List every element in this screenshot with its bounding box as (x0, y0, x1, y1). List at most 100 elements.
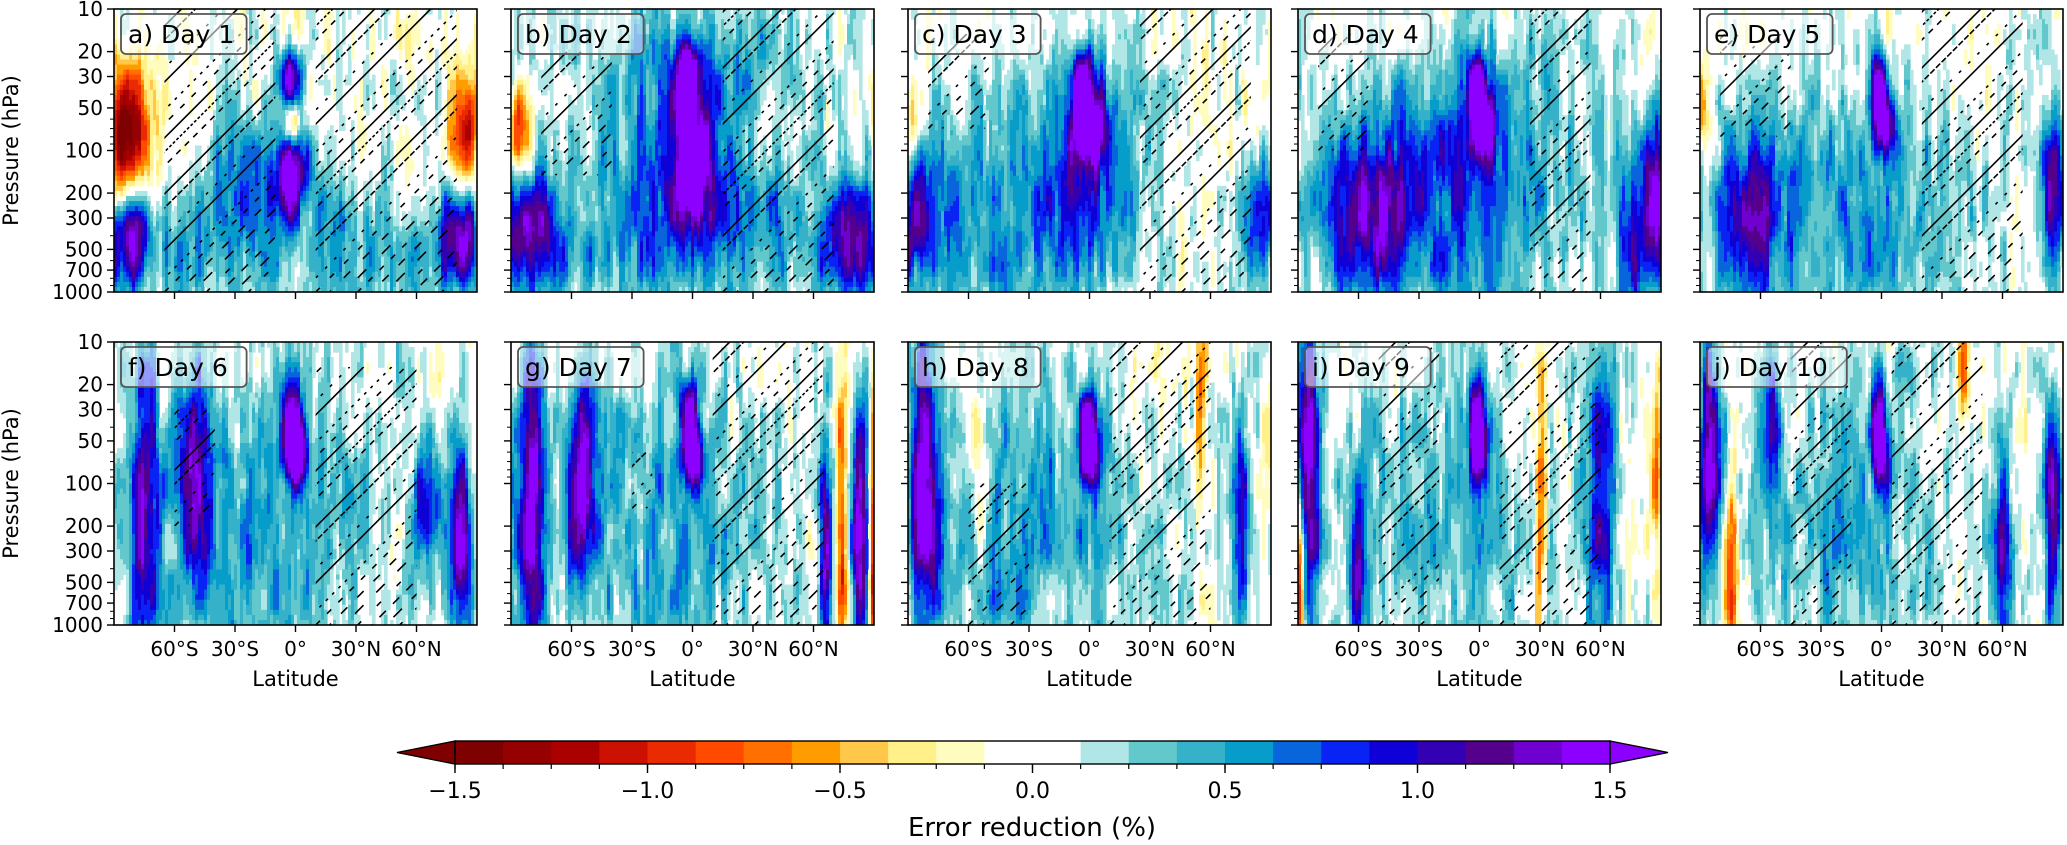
heatmap-cell (465, 89, 472, 96)
heatmap-cell (288, 34, 292, 40)
heatmap-cell (438, 94, 442, 101)
heatmap-cell (240, 160, 256, 167)
heatmap-cell (526, 125, 530, 131)
heatmap-cell (336, 44, 343, 51)
heatmap-cell (141, 110, 145, 116)
heatmap-cell (252, 94, 259, 101)
heatmap-cell (456, 120, 460, 126)
heatmap-cell (447, 64, 451, 71)
heatmap-cell (156, 221, 160, 227)
heatmap-cell (144, 246, 148, 253)
heatmap-cell (333, 89, 337, 96)
heatmap-cell (351, 226, 355, 232)
heatmap-cell (462, 140, 472, 147)
heatmap-cell (255, 120, 259, 126)
heatmap-cell (336, 89, 343, 96)
heatmap-cell (748, 69, 752, 76)
heatmap-cell (535, 135, 539, 141)
heatmap-cell (405, 266, 409, 273)
heatmap-cell (661, 54, 665, 61)
heatmap-cell (312, 221, 316, 227)
heatmap-cell (303, 251, 307, 258)
heatmap-cell (592, 79, 596, 86)
heatmap-cell (348, 236, 358, 243)
heatmap-cell (598, 140, 602, 147)
heatmap-cell (216, 69, 226, 76)
heatmap-cell (523, 145, 530, 152)
heatmap-cell (297, 175, 301, 182)
heatmap-cell (838, 94, 842, 101)
heatmap-cell (844, 9, 848, 15)
heatmap-cell (619, 110, 623, 116)
heatmap-cell (336, 69, 343, 76)
heatmap-cell (820, 115, 824, 121)
heatmap-cell (523, 125, 527, 131)
heatmap-cell (408, 286, 412, 292)
heatmap-cell (150, 135, 154, 141)
heatmap-cell (739, 44, 743, 51)
heatmap-cell (844, 135, 848, 141)
heatmap-cell (243, 266, 247, 273)
heatmap-cell (126, 226, 130, 232)
heatmap-cell (703, 110, 710, 116)
heatmap-cell (405, 39, 412, 45)
heatmap-cell (468, 246, 472, 253)
heatmap-cell (309, 201, 313, 207)
heatmap-cell (162, 206, 166, 212)
heatmap-cell (511, 49, 518, 56)
heatmap-cell (261, 175, 265, 182)
heatmap-cell (318, 175, 322, 182)
heatmap-cell (219, 64, 226, 71)
heatmap-cell (297, 286, 304, 292)
heatmap-cell (447, 256, 454, 263)
heatmap-cell (532, 115, 536, 121)
heatmap-cell (249, 9, 253, 15)
heatmap-cell (228, 201, 232, 207)
heatmap-cell (261, 266, 280, 273)
heatmap-cell (123, 221, 127, 227)
heatmap-cell (219, 276, 226, 283)
hatch-line (164, 9, 238, 84)
heatmap-cell (607, 89, 617, 96)
heatmap-cell (141, 286, 145, 292)
heatmap-cell (141, 89, 145, 96)
heatmap-cell (709, 39, 713, 45)
heatmap-cell (375, 221, 382, 227)
heatmap-cell (291, 74, 295, 81)
heatmap-cell (282, 150, 286, 157)
heatmap-cell (198, 226, 202, 232)
heatmap-cell (429, 59, 433, 66)
heatmap-cell (306, 256, 310, 263)
heatmap-cell (450, 79, 457, 86)
heatmap-cell (517, 84, 524, 91)
heatmap-cell (336, 59, 343, 66)
heatmap-cell (288, 24, 292, 30)
heatmap-cell (444, 216, 448, 222)
heatmap-cell (796, 145, 803, 152)
heatmap-cell (141, 281, 145, 288)
heatmap-cell (315, 29, 319, 35)
heatmap-cell (396, 160, 400, 167)
heatmap-cell (228, 64, 238, 71)
heatmap-cell (327, 190, 331, 197)
heatmap-cell (814, 54, 821, 61)
heatmap-cell (381, 84, 388, 91)
heatmap-cell (132, 276, 136, 283)
heatmap-cell (174, 206, 178, 212)
heatmap-cell (162, 276, 166, 283)
heatmap-cell (189, 170, 196, 177)
heatmap-cell (132, 155, 136, 162)
heatmap-cell (216, 150, 220, 157)
heatmap-cell (330, 221, 334, 227)
heatmap-cell (204, 251, 208, 258)
heatmap-cell (240, 201, 244, 207)
heatmap-cell (141, 226, 145, 232)
heatmap-cell (333, 190, 340, 197)
heatmap-cell (709, 120, 713, 126)
heatmap-cell (862, 105, 866, 111)
heatmap-cell (474, 84, 477, 91)
heatmap-cell (450, 185, 454, 192)
heatmap-cell (456, 69, 466, 76)
heatmap-cell (192, 271, 196, 278)
